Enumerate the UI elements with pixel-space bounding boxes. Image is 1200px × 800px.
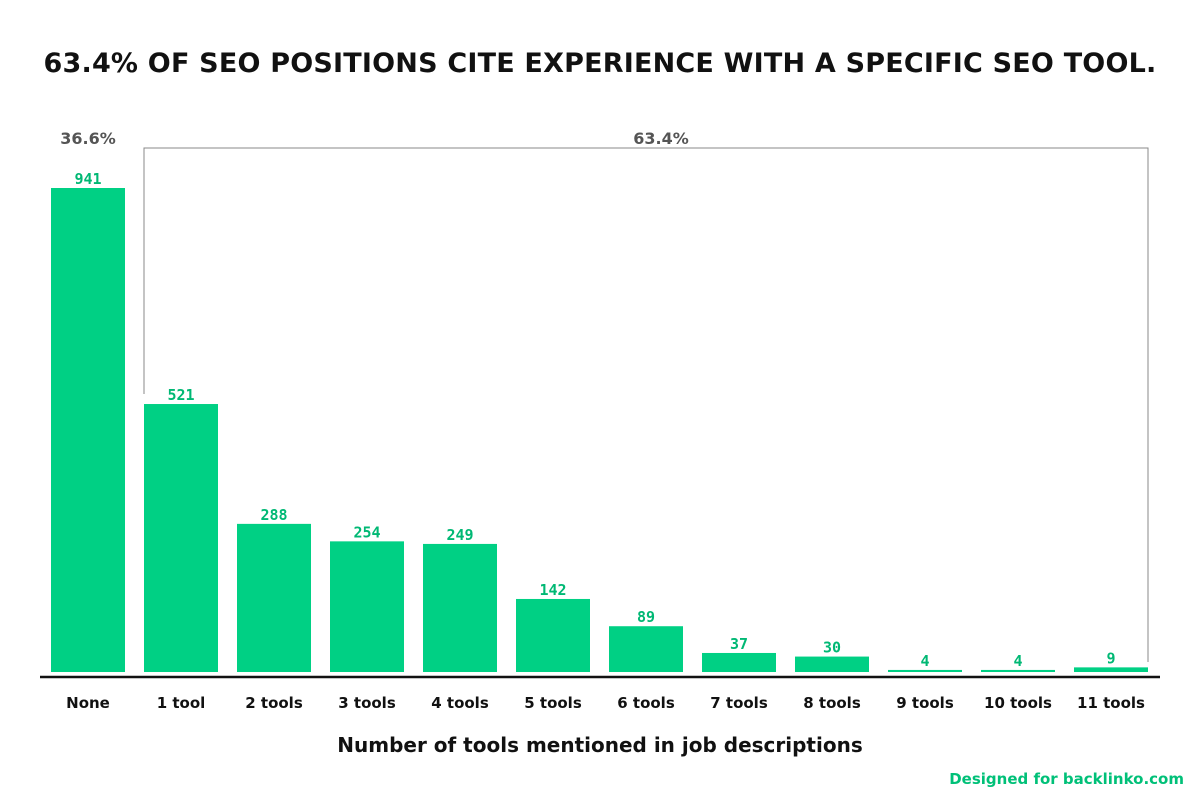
- bar: [330, 541, 404, 672]
- group-bracket: [143, 147, 1149, 662]
- bar: [795, 656, 869, 672]
- bar-value-label: 4: [1013, 652, 1022, 670]
- x-axis-label: Number of tools mentioned in job descrip…: [337, 733, 863, 757]
- chart-title: 63.4% OF SEO POSITIONS CITE EXPERIENCE W…: [43, 48, 1157, 79]
- category-label: 7 tools: [710, 694, 768, 712]
- bar-value-label: 4: [920, 652, 929, 670]
- bar-value-label: 249: [446, 526, 473, 544]
- category-label: 8 tools: [803, 694, 861, 712]
- bracket-layer: 36.6% 63.4%: [60, 129, 1149, 662]
- category-label: 6 tools: [617, 694, 675, 712]
- bar-value-label: 9: [1106, 649, 1115, 667]
- category-label: None: [66, 694, 110, 712]
- category-label: 2 tools: [245, 694, 303, 712]
- category-label: 11 tools: [1077, 694, 1145, 712]
- bar: [51, 188, 125, 672]
- credit-text: Designed for backlinko.com: [949, 770, 1184, 788]
- category-label: 3 tools: [338, 694, 396, 712]
- bar-value-label: 89: [637, 608, 655, 626]
- bar: [609, 626, 683, 672]
- category-label: 10 tools: [984, 694, 1052, 712]
- bar: [1074, 667, 1148, 672]
- bar-value-label: 142: [539, 581, 566, 599]
- bar-value-label: 30: [823, 639, 841, 657]
- bar: [981, 669, 1055, 672]
- bar: [516, 598, 590, 672]
- category-labels-layer: None 1 tool 2 tools 3 tools 4 tools 5 tools 6 …: [66, 694, 1145, 712]
- bar: [237, 523, 311, 672]
- bar-value-label: 521: [167, 386, 194, 404]
- bars-layer: [51, 188, 1148, 672]
- bar: [888, 669, 962, 672]
- category-label: 9 tools: [896, 694, 954, 712]
- bar: [423, 543, 497, 672]
- category-label: 4 tools: [431, 694, 489, 712]
- category-label: 5 tools: [524, 694, 582, 712]
- bar-value-label: 941: [74, 170, 101, 188]
- bar: [144, 404, 218, 672]
- group-percent-label: 36.6%: [60, 129, 116, 148]
- group-percent-label: 63.4%: [633, 129, 689, 148]
- bar-value-label: 288: [260, 506, 287, 524]
- value-labels-layer: 941 521 288 254 249 142 89 37 30 4 4 9: [74, 170, 1115, 670]
- bar-value-label: 37: [730, 635, 748, 653]
- bar-value-label: 254: [353, 523, 380, 541]
- bar: [702, 652, 776, 672]
- category-label: 1 tool: [157, 694, 206, 712]
